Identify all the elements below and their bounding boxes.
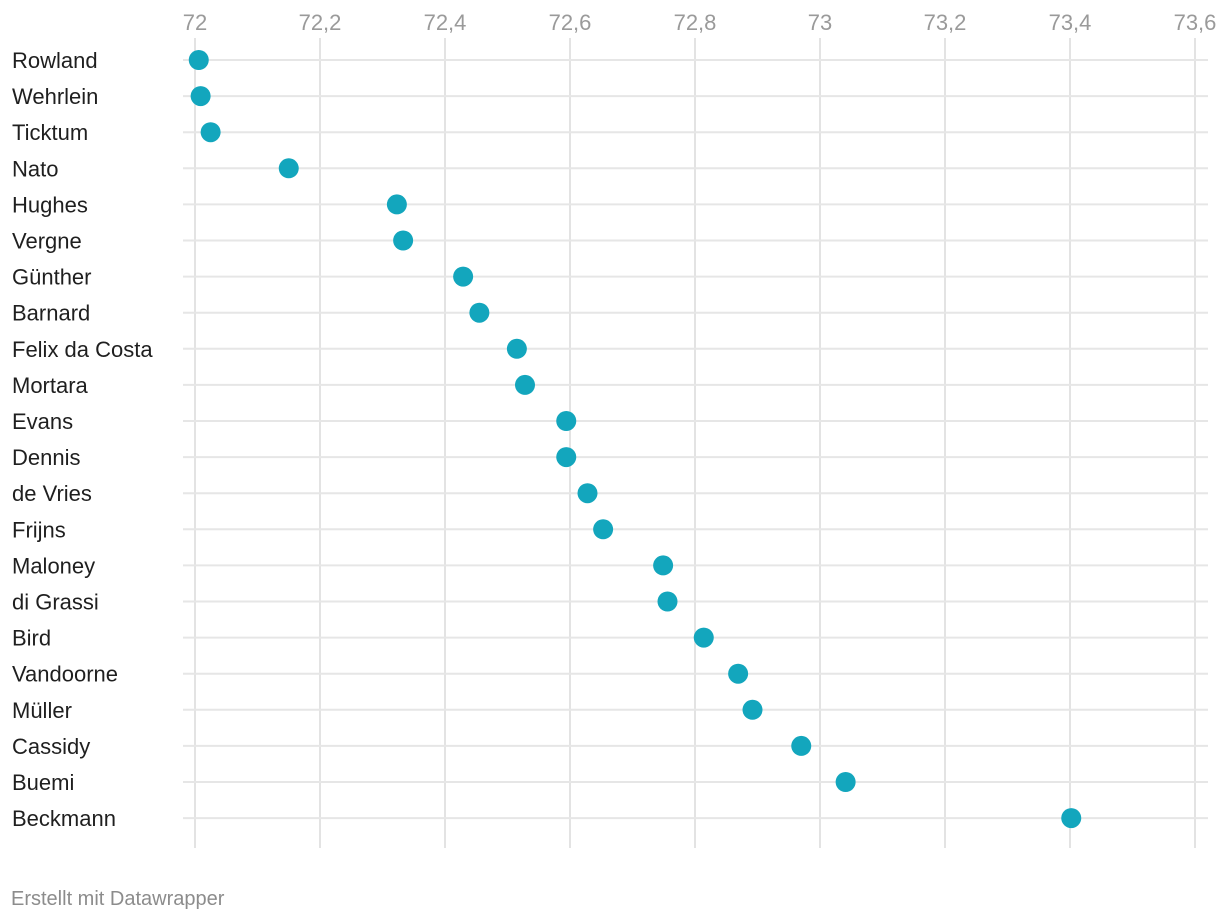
category-label: Wehrlein [12,84,98,109]
x-tick-label: 73,2 [924,10,967,35]
category-label: Buemi [12,770,74,795]
data-point[interactable] [1061,808,1082,829]
category-label: Vergne [12,229,82,254]
x-tick-label: 72,4 [424,10,467,35]
data-point[interactable] [693,627,714,648]
category-label: Bird [12,626,51,651]
x-tick-label: 72,8 [674,10,717,35]
category-label: Felix da Costa [12,337,153,362]
category-label: Günther [12,265,92,290]
category-label: de Vries [12,481,92,506]
data-point[interactable] [835,772,856,792]
category-label: Barnard [12,301,90,326]
x-tick-label: 73,6 [1174,10,1217,35]
data-point[interactable] [469,302,490,323]
vertical-gridlines [194,38,1196,848]
data-point[interactable] [791,735,812,756]
data-point[interactable] [593,519,614,540]
category-label: Ticktum [12,120,88,145]
x-tick-label: 72 [183,10,207,35]
category-label: di Grassi [12,590,99,615]
category-label: Hughes [12,192,88,217]
category-label: Vandoorne [12,662,118,687]
category-labels: Rowland Wehrlein Ticktum Nato Hughes Vergne Gü… [12,48,153,831]
category-label: Frijns [12,517,66,542]
x-tick-label: 72,6 [549,10,592,35]
category-label: Müller [12,698,72,723]
x-tick-label: 73,4 [1049,10,1092,35]
data-point[interactable] [515,374,535,395]
data-point[interactable] [278,158,299,179]
data-point[interactable] [506,338,527,359]
data-point[interactable] [188,50,209,70]
data-point[interactable] [393,230,414,251]
data-point[interactable] [577,483,598,504]
data-point[interactable] [728,663,749,684]
category-label: Maloney [12,553,95,578]
data-point[interactable] [190,86,211,107]
category-label: Beckmann [12,806,116,831]
data-point[interactable] [653,555,674,576]
data-point[interactable] [556,411,577,431]
dot-plot: 72 72,2 72,4 72,6 72,8 73 73,2 73,4 73,6 Rowland… [12,10,1217,848]
category-label: Cassidy [12,734,90,759]
category-label: Evans [12,409,73,434]
x-axis-ticks: 72 72,2 72,4 72,6 72,8 73 73,2 73,4 73,6 [183,10,1217,35]
data-points [188,50,1082,829]
category-label: Dennis [12,445,80,470]
data-point[interactable] [742,699,763,720]
data-point[interactable] [453,266,474,287]
x-tick-label: 72,2 [299,10,342,35]
data-point[interactable] [556,447,577,468]
category-label: Nato [12,156,58,181]
data-point[interactable] [386,194,407,215]
category-label: Rowland [12,48,98,73]
x-tick-label: 73 [808,10,832,35]
row-lines [183,59,1208,820]
category-label: Mortara [12,373,89,398]
data-point[interactable] [657,591,678,612]
data-point[interactable] [200,122,221,143]
footer-credit: Erstellt mit Datawrapper [11,888,225,910]
